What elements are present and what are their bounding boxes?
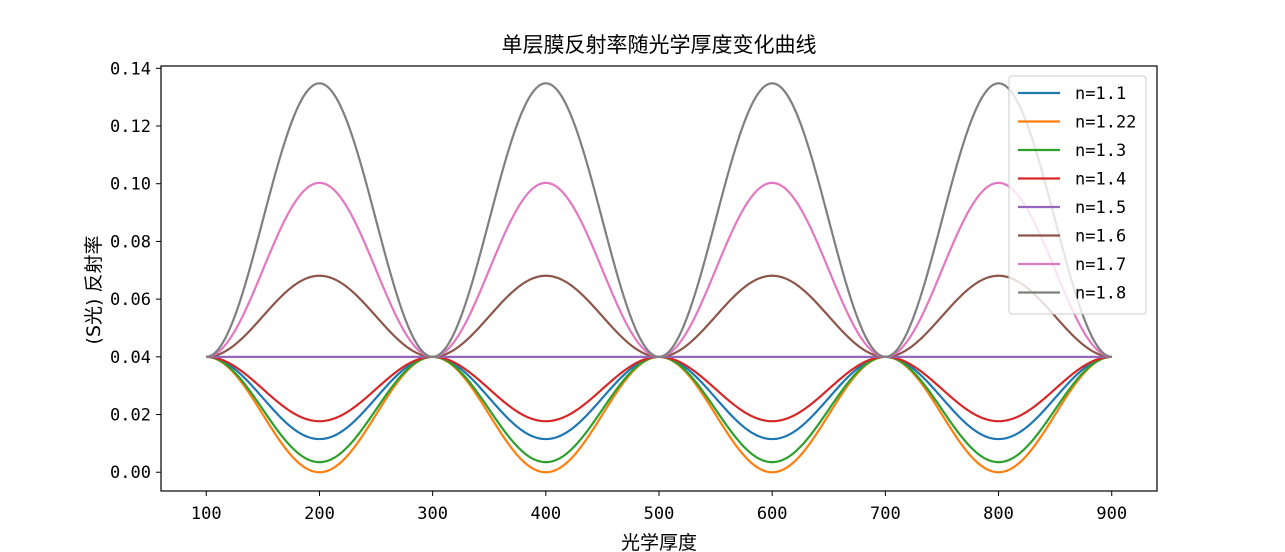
legend-label: n=1.7 [1075, 255, 1126, 275]
legend-label: n=1.8 [1075, 284, 1126, 304]
y-tick-label: 0.02 [110, 406, 151, 426]
y-axis-label: (S光) 反射率 [83, 236, 105, 345]
legend-label: n=1.4 [1075, 170, 1126, 190]
x-tick-label: 100 [191, 504, 222, 524]
chart-title: 单层膜反射率随光学厚度变化曲线 [502, 33, 817, 57]
series-layer [206, 82, 1112, 474]
x-tick-label: 600 [757, 504, 788, 524]
x-tick-label: 800 [983, 504, 1014, 524]
legend-label: n=1.5 [1075, 198, 1126, 218]
x-axis: 100 200 300 400 500 600 700 800 900 [191, 491, 1127, 524]
x-axis-label: 光学厚度 [621, 532, 697, 552]
x-tick-label: 400 [530, 504, 561, 524]
y-tick-label: 0.08 [110, 232, 151, 252]
y-axis: 0.00 0.02 0.04 0.06 0.08 0.10 0.12 0.14 [110, 59, 161, 483]
x-tick-label: 700 [870, 504, 901, 524]
x-tick-label: 300 [417, 504, 448, 524]
series-line [206, 82, 1112, 358]
legend-label: n=1.1 [1075, 84, 1126, 104]
legend-label: n=1.3 [1075, 141, 1126, 161]
y-tick-label: 0.00 [110, 463, 151, 483]
legend: n=1.1 n=1.22 n=1.3 n=1.4 n=1.5 n=1.6 n=1.7 n=1.… [1008, 75, 1147, 315]
x-tick-label: 200 [304, 504, 335, 524]
x-tick-label: 900 [1096, 504, 1127, 524]
y-tick-label: 0.12 [110, 117, 151, 137]
legend-box [1008, 75, 1147, 315]
y-tick-label: 0.10 [110, 175, 151, 195]
y-tick-label: 0.04 [110, 348, 151, 368]
y-tick-label: 0.06 [110, 290, 151, 310]
legend-label: n=1.6 [1075, 227, 1126, 247]
y-tick-label: 0.14 [110, 59, 151, 79]
legend-label: n=1.22 [1075, 113, 1136, 133]
x-tick-label: 500 [644, 504, 675, 524]
